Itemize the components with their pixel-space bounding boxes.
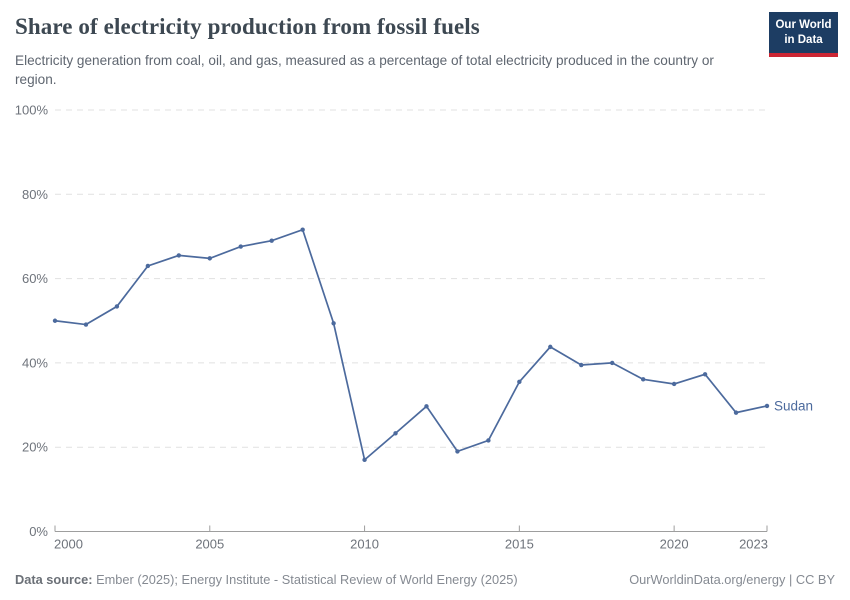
data-point-2018 bbox=[610, 360, 615, 366]
y-tick-label-60: 60% bbox=[22, 271, 48, 286]
data-point-2009 bbox=[331, 321, 336, 326]
data-point-2005 bbox=[207, 256, 212, 261]
y-tick-label-40: 40% bbox=[22, 355, 48, 370]
data-point-2017 bbox=[579, 362, 584, 368]
chart-footer: Data source: Ember (2025); Energy Instit… bbox=[15, 572, 835, 587]
data-point-2015 bbox=[517, 379, 522, 385]
data-point-2011 bbox=[393, 431, 398, 436]
series-line-sudan bbox=[54, 228, 768, 462]
data-source-text: Ember (2025); Energy Institute - Statist… bbox=[96, 572, 518, 587]
data-point-2013 bbox=[455, 449, 460, 454]
data-point-2020 bbox=[671, 381, 677, 387]
footer-links: OurWorldinData.org/energy | CC BY bbox=[629, 572, 835, 587]
data-point-2002 bbox=[114, 304, 120, 309]
owid-logo-line2: in Data bbox=[784, 33, 823, 46]
owid-logo[interactable]: Our World in Data bbox=[769, 12, 838, 57]
data-point-2022 bbox=[733, 410, 739, 415]
data-point-2004 bbox=[176, 253, 182, 258]
y-tick-label-100: 100% bbox=[15, 103, 49, 118]
y-tick-label-80: 80% bbox=[22, 187, 48, 202]
x-tick-label-2015: 2015 bbox=[505, 537, 534, 552]
x-tick-label-2020: 2020 bbox=[660, 537, 689, 552]
data-point-2010 bbox=[362, 457, 367, 463]
x-tick-label-2005: 2005 bbox=[195, 537, 224, 552]
x-tick-label-2010: 2010 bbox=[350, 537, 379, 552]
license-link[interactable]: CC BY bbox=[795, 572, 835, 587]
data-point-2021 bbox=[702, 372, 708, 377]
data-point-2016 bbox=[548, 344, 553, 350]
data-point-2006 bbox=[238, 244, 243, 249]
data-point-2001 bbox=[83, 322, 89, 327]
data-point-2012 bbox=[424, 404, 429, 409]
owid-logo-line1: Our World bbox=[775, 19, 832, 31]
data-point-2003 bbox=[145, 263, 151, 269]
y-tick-label-0: 0% bbox=[29, 524, 48, 539]
chart-title: Share of electricity production from fos… bbox=[15, 14, 480, 39]
data-point-2000 bbox=[52, 318, 58, 323]
y-tick-label-20: 20% bbox=[22, 440, 48, 455]
data-source-label: Data source: bbox=[15, 572, 93, 587]
series-end-label: Sudan bbox=[774, 398, 813, 413]
owid-url-link[interactable]: OurWorldinData.org/energy bbox=[629, 572, 786, 587]
data-point-2023 bbox=[764, 403, 770, 409]
chart-subtitle: Electricity generation from coal, oil, a… bbox=[15, 53, 714, 88]
data-point-2008 bbox=[300, 227, 305, 232]
chart-canvas: 0% 20% 40% 60% 80% 100% 2000 2005 2010 2015 2020 20… bbox=[15, 103, 813, 552]
data-point-2014 bbox=[486, 438, 491, 443]
data-source: Data source: Ember (2025); Energy Instit… bbox=[15, 572, 518, 587]
x-tick-label-2023: 2023 bbox=[739, 537, 768, 552]
footer-separator: | bbox=[789, 572, 796, 587]
data-point-2007 bbox=[269, 238, 274, 243]
x-tick-label-2000: 2000 bbox=[54, 537, 83, 552]
data-point-2019 bbox=[640, 377, 646, 382]
